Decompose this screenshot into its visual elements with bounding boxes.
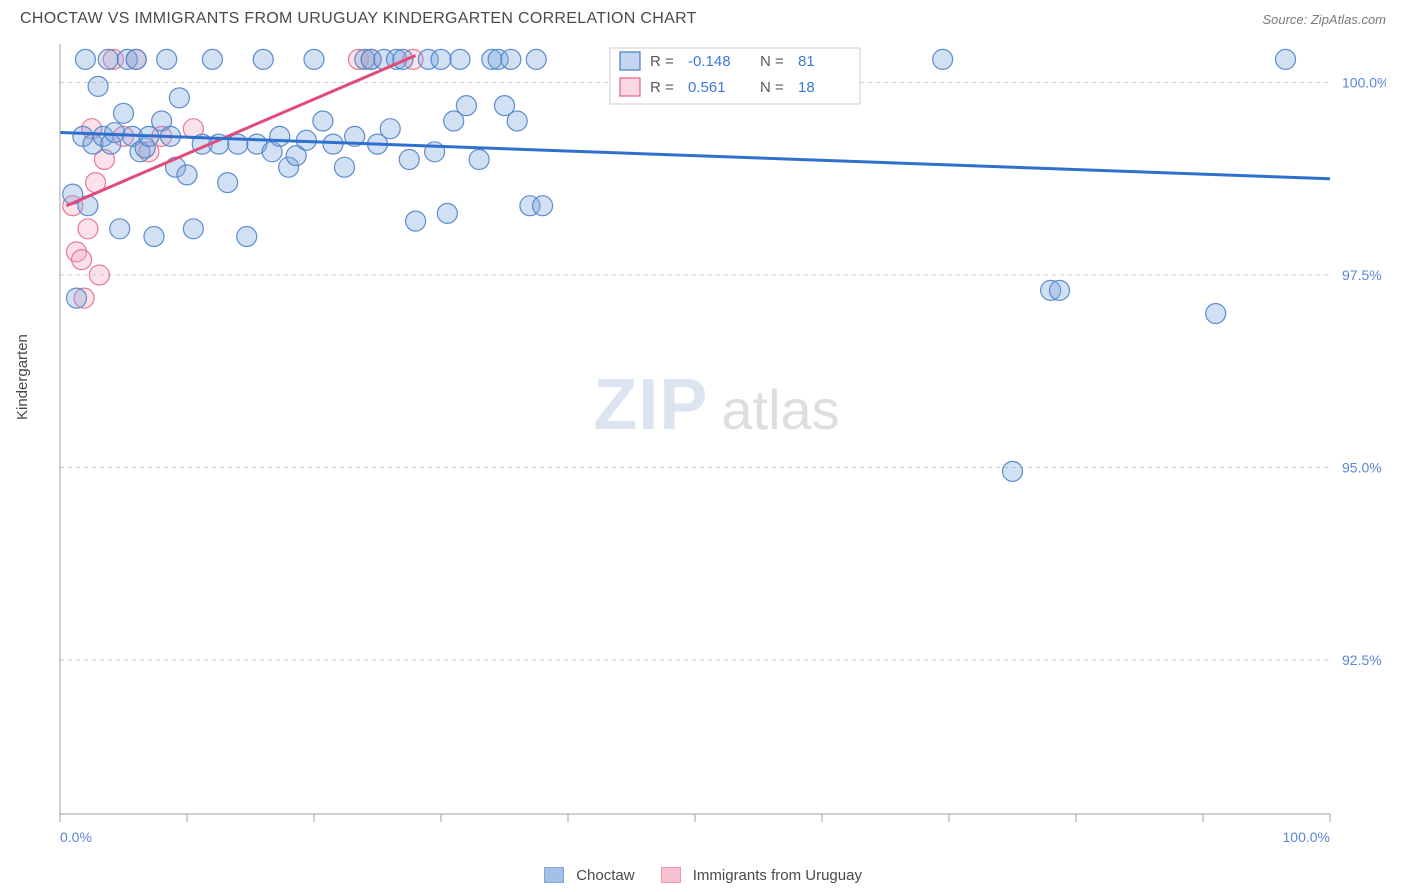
stats-n-value: 81	[798, 53, 815, 70]
stats-n-label: N =	[760, 79, 784, 96]
stats-r-value: 0.561	[688, 79, 726, 96]
stats-swatch	[620, 52, 640, 70]
data-point	[469, 150, 489, 170]
stats-r-label: R =	[650, 53, 674, 70]
data-point	[431, 49, 451, 69]
data-point	[1003, 461, 1023, 481]
data-point	[218, 173, 238, 193]
source-attribution: Source: ZipAtlas.com	[1262, 12, 1386, 27]
chart-area: 92.5% 95.0% 97.5% 100.0% ZIPatlas 0.0% 100.0% R…	[50, 34, 1386, 854]
data-point	[1049, 280, 1069, 300]
data-point	[114, 103, 134, 123]
data-point	[933, 49, 953, 69]
data-point	[105, 123, 125, 143]
data-point	[526, 49, 546, 69]
legend-label: Choctaw	[576, 867, 634, 884]
data-point	[380, 119, 400, 139]
data-point	[98, 49, 118, 69]
data-point	[89, 265, 109, 285]
data-point	[1206, 304, 1226, 324]
data-point	[533, 196, 553, 216]
stats-n-value: 18	[798, 79, 815, 96]
stats-n-label: N =	[760, 53, 784, 70]
data-point	[313, 111, 333, 131]
legend-swatch-uruguay	[661, 867, 681, 883]
data-point	[237, 227, 257, 247]
data-point	[456, 96, 476, 116]
data-point	[228, 134, 248, 154]
data-point	[450, 49, 470, 69]
data-point	[157, 49, 177, 69]
legend-item-uruguay: Immigrants from Uruguay	[661, 867, 862, 884]
data-point	[110, 219, 130, 239]
legend-swatch-choctaw	[544, 867, 564, 883]
y-axis-label: Kindergarten	[14, 334, 31, 420]
data-point	[72, 250, 92, 270]
chart-header: CHOCTAW VS IMMIGRANTS FROM URUGUAY KINDE…	[0, 0, 1406, 34]
data-point	[144, 227, 164, 247]
data-point	[406, 211, 426, 231]
y-tick-label: 92.5%	[1342, 652, 1382, 668]
data-point	[507, 111, 527, 131]
data-point	[270, 126, 290, 146]
y-tick-label: 97.5%	[1342, 267, 1382, 283]
data-point	[304, 49, 324, 69]
trend-line	[60, 133, 1330, 179]
data-point	[177, 165, 197, 185]
data-point	[183, 219, 203, 239]
data-point	[501, 49, 521, 69]
y-tick-label: 95.0%	[1342, 460, 1382, 476]
stats-r-label: R =	[650, 79, 674, 96]
y-tick-label: 100.0%	[1342, 75, 1386, 91]
scatter-chart: 92.5% 95.0% 97.5% 100.0% ZIPatlas 0.0% 100.0% R…	[50, 34, 1386, 854]
legend-label: Immigrants from Uruguay	[693, 867, 862, 884]
data-point	[399, 150, 419, 170]
data-point	[67, 288, 87, 308]
data-point	[126, 49, 146, 69]
data-point	[1276, 49, 1296, 69]
data-point	[75, 49, 95, 69]
watermark: ZIP	[593, 365, 708, 445]
data-point	[88, 76, 108, 96]
data-point	[253, 49, 273, 69]
data-point	[437, 203, 457, 223]
x-tick-label: 100.0%	[1283, 829, 1330, 845]
stats-swatch	[620, 78, 640, 96]
legend-item-choctaw: Choctaw	[544, 867, 635, 884]
data-point	[202, 49, 222, 69]
watermark: atlas	[721, 378, 839, 441]
chart-title: CHOCTAW VS IMMIGRANTS FROM URUGUAY KINDE…	[20, 10, 697, 28]
data-point	[78, 219, 98, 239]
series-legend: Choctaw Immigrants from Uruguay	[0, 867, 1406, 884]
data-point	[169, 88, 189, 108]
stats-r-value: -0.148	[688, 53, 731, 70]
stats-legend	[610, 48, 860, 104]
x-tick-label: 0.0%	[60, 829, 92, 845]
data-point	[334, 157, 354, 177]
